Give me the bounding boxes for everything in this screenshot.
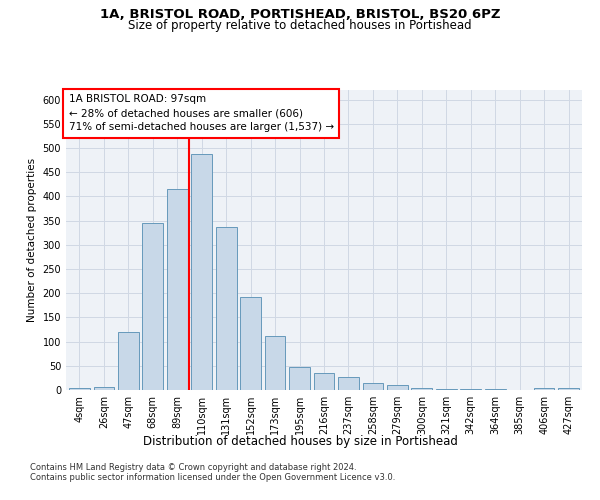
Y-axis label: Number of detached properties: Number of detached properties [27,158,37,322]
Bar [118,332,139,390]
Bar [314,373,334,390]
Bar [240,296,261,390]
Bar [216,227,236,390]
Bar [362,382,383,390]
Text: Size of property relative to detached houses in Portishead: Size of property relative to detached ho… [128,19,472,32]
Text: Contains public sector information licensed under the Open Government Licence v3: Contains public sector information licen… [30,474,395,482]
Text: 1A, BRISTOL ROAD, PORTISHEAD, BRISTOL, BS20 6PZ: 1A, BRISTOL ROAD, PORTISHEAD, BRISTOL, B… [100,8,500,20]
Bar [412,388,432,390]
Bar [485,389,506,390]
Bar [534,388,554,390]
Bar [142,223,163,390]
Text: 1A BRISTOL ROAD: 97sqm
← 28% of detached houses are smaller (606)
71% of semi-de: 1A BRISTOL ROAD: 97sqm ← 28% of detached… [68,94,334,132]
Bar [69,388,90,390]
Bar [191,154,212,390]
Bar [289,367,310,390]
Text: Distribution of detached houses by size in Portishead: Distribution of detached houses by size … [143,435,457,448]
Bar [338,378,359,390]
Bar [265,336,286,390]
Bar [167,189,188,390]
Bar [436,388,457,390]
Bar [558,388,579,390]
Text: Contains HM Land Registry data © Crown copyright and database right 2024.: Contains HM Land Registry data © Crown c… [30,464,356,472]
Bar [460,389,481,390]
Bar [94,386,114,390]
Bar [387,385,408,390]
